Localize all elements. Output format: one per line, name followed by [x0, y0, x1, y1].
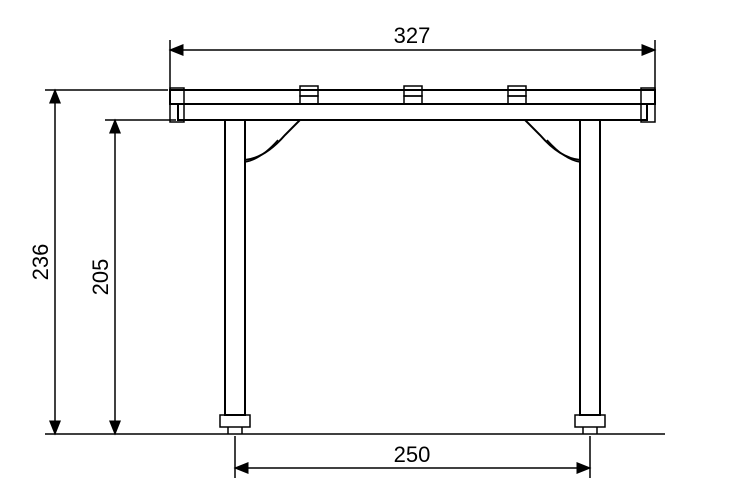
dim-roof-width-label: 327 — [394, 23, 431, 48]
post-right — [525, 120, 605, 434]
dim-clear-height-label: 205 — [88, 259, 113, 296]
dim-roof-width: 327 — [170, 23, 655, 90]
roof — [170, 86, 655, 122]
dim-post-spacing: 250 — [235, 436, 590, 478]
carport-drawing: 327 — [0, 0, 750, 500]
post-left — [220, 120, 300, 434]
dim-post-spacing-label: 250 — [394, 442, 431, 467]
dim-clear-height: 205 — [88, 120, 176, 434]
dim-total-height-label: 236 — [28, 244, 53, 281]
